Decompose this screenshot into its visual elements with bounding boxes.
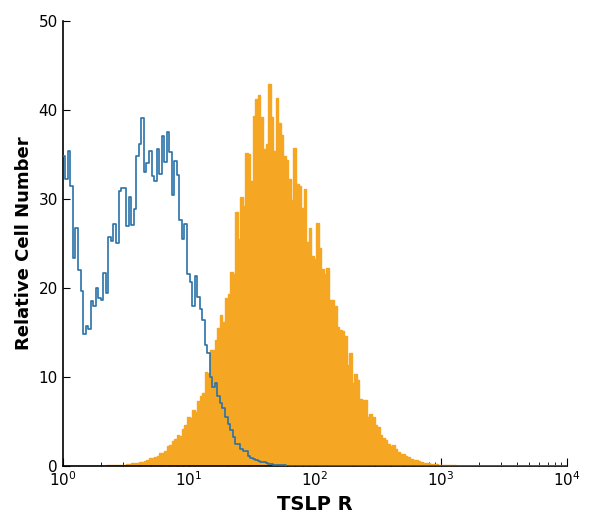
Polygon shape <box>63 84 567 466</box>
Y-axis label: Relative Cell Number: Relative Cell Number <box>15 136 33 350</box>
X-axis label: TSLP R: TSLP R <box>277 495 353 514</box>
